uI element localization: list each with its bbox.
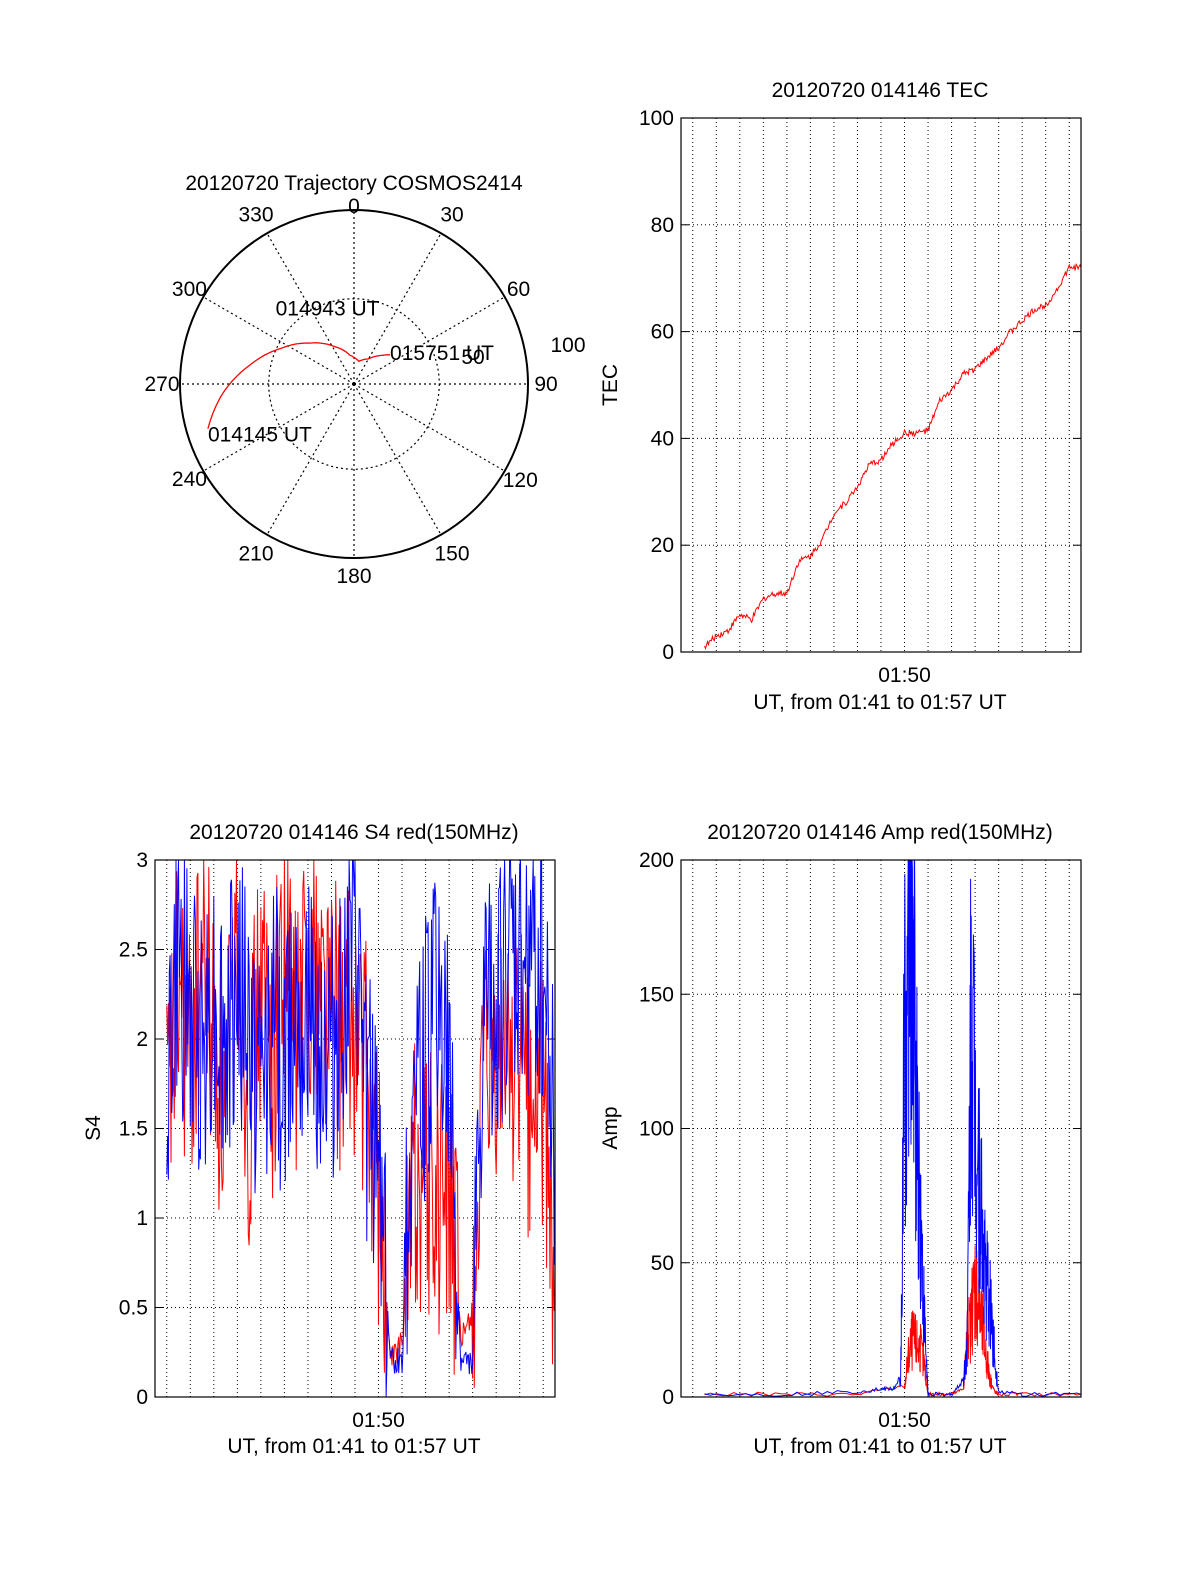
x-tick-label: 01:50 — [352, 1409, 405, 1432]
y-tick-label: 0 — [136, 1386, 148, 1409]
s4-xlabel: UT, from 01:41 to 01:57 UT — [227, 1435, 480, 1458]
amp-series — [704, 859, 1082, 1398]
azimuth-label: 300 — [172, 278, 207, 301]
s4-tick-labels: 0 0.5 1 1.5 2 2.5 3 01:50 — [119, 849, 405, 1432]
azimuth-spoke — [353, 383, 442, 535]
tec-tick-labels: 0 20 40 60 80 100 01:50 — [639, 107, 931, 687]
y-tick-label: 20 — [651, 534, 674, 557]
azimuth-label: 210 — [238, 543, 273, 566]
tec-title: 20120720 014146 TEC — [772, 79, 989, 102]
amp-ylabel: Amp — [599, 1106, 622, 1149]
y-tick-label: 40 — [651, 427, 674, 450]
azimuth-label: 120 — [503, 469, 538, 492]
y-tick-label: 150 — [639, 983, 674, 1006]
y-tick-label: 0.5 — [119, 1297, 148, 1320]
s4-series — [166, 859, 556, 1398]
y-tick-label: 2.5 — [119, 939, 148, 962]
tec-frame — [680, 117, 1082, 653]
azimuth-spoke — [203, 296, 355, 385]
y-tick-label: 1.5 — [119, 1118, 148, 1141]
y-tick-label: 60 — [651, 321, 674, 344]
tec-ylabel: TEC — [599, 364, 622, 406]
track-time-label: 015751 UT — [390, 342, 494, 365]
azimuth-spoke — [266, 233, 355, 385]
series-line — [704, 859, 1082, 1398]
azimuth-spoke — [353, 383, 505, 472]
azimuth-spoke — [266, 383, 355, 535]
tec-series — [704, 263, 1082, 651]
y-tick-label: 100 — [639, 107, 674, 130]
track-time-label: 014943 UT — [276, 297, 380, 320]
series-line — [166, 859, 556, 1398]
amp-plot: 20120720 014146 Amp red(150MHz) 0 50 100 15… — [599, 821, 1082, 1458]
x-tick-label: 01:50 — [878, 664, 931, 687]
azimuth-label: 180 — [336, 565, 371, 588]
elevation-label: 50 — [461, 346, 484, 369]
azimuth-labels: 0 30 60 90 120 150 180 210 240 270 300 330 — [144, 195, 557, 588]
amp-xlabel: UT, from 01:41 to 01:57 UT — [753, 1435, 1006, 1458]
y-tick-label: 80 — [651, 214, 674, 237]
amp-tick-labels: 0 50 100 150 200 01:50 — [639, 849, 931, 1432]
azimuth-label: 240 — [172, 468, 207, 491]
amp-title: 20120720 014146 Amp red(150MHz) — [707, 821, 1053, 844]
track-time-labels: 014145 UT 014943 UT 015751 UT — [208, 297, 494, 446]
polar-grid — [180, 210, 528, 558]
satellite-track — [207, 342, 391, 429]
azimuth-label: 0 — [348, 195, 360, 218]
s4-title: 20120720 014146 S4 red(150MHz) — [189, 821, 518, 844]
y-tick-label: 50 — [651, 1252, 674, 1275]
amp-frame — [680, 859, 1082, 1398]
azimuth-label: 90 — [534, 373, 557, 396]
s4-frame — [154, 859, 556, 1398]
azimuth-spoke — [353, 296, 505, 385]
x-tick-label: 01:50 — [878, 1409, 931, 1432]
azimuth-spoke — [353, 233, 442, 385]
azimuth-label: 150 — [434, 543, 469, 566]
y-tick-label: 200 — [639, 849, 674, 872]
series-line — [704, 1245, 1082, 1398]
azimuth-label: 60 — [507, 278, 530, 301]
elevation-label: 100 — [550, 334, 585, 357]
y-tick-label: 0 — [662, 1386, 674, 1409]
track-time-label: 014145 UT — [208, 424, 312, 447]
s4-plot: 20120720 014146 S4 red(150MHz) 0 0.5 1 1.5 2… — [82, 821, 556, 1458]
elevation-labels: 50 100 — [461, 334, 585, 369]
y-tick-label: 3 — [136, 849, 148, 872]
trajectory-line — [207, 342, 391, 429]
tec-xlabel: UT, from 01:41 to 01:57 UT — [753, 691, 1006, 714]
trajectory-title: 20120720 Trajectory COSMOS2414 — [185, 172, 523, 195]
trajectory-polar-plot: 20120720 Trajectory COSMOS2414 0 30 60 90 12… — [144, 172, 585, 588]
tec-plot: 20120720 014146 TEC 0 20 40 60 80 100 01:50 TE… — [599, 79, 1082, 714]
s4-ylabel: S4 — [82, 1115, 105, 1141]
azimuth-label: 30 — [440, 203, 463, 226]
y-tick-label: 100 — [639, 1118, 674, 1141]
y-tick-label: 1 — [136, 1207, 148, 1230]
tec-grid — [681, 117, 1081, 653]
y-tick-label: 0 — [662, 641, 674, 664]
azimuth-label: 330 — [238, 203, 273, 226]
series-line — [704, 263, 1082, 651]
y-tick-label: 2 — [136, 1028, 148, 1051]
azimuth-label: 270 — [144, 373, 179, 396]
horizon-circle — [179, 209, 529, 559]
azimuth-spoke — [203, 383, 355, 472]
